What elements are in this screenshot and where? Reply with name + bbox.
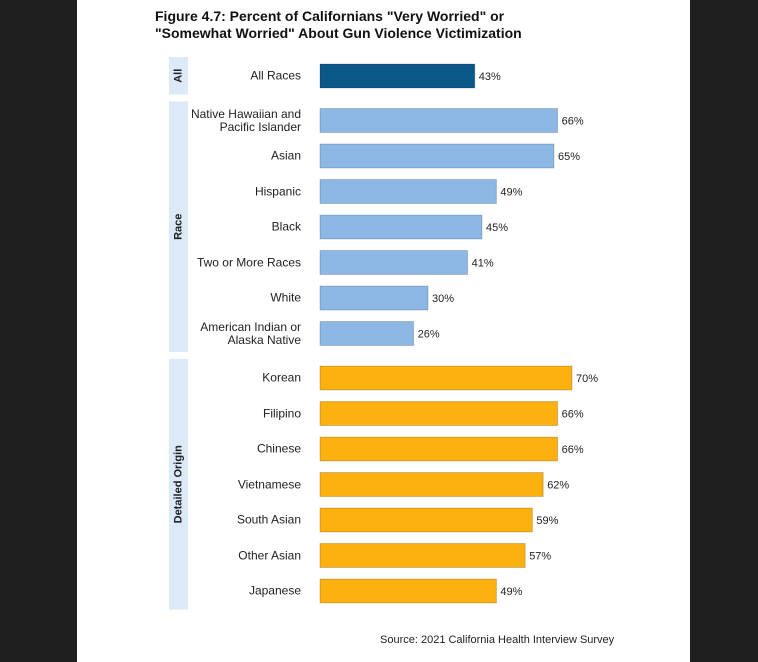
group-label: Detailed Origin: [172, 445, 184, 524]
bar: [319, 507, 533, 533]
category-label: All Races: [250, 68, 301, 83]
bar: [319, 214, 483, 240]
value-label: 66%: [562, 444, 584, 456]
category-label: Two or More Races: [196, 255, 301, 269]
bar: [319, 250, 469, 275]
category-label: Black: [271, 219, 301, 234]
group-label: All: [172, 69, 184, 83]
group-band: [169, 57, 188, 95]
value-label: 65%: [558, 151, 580, 163]
value-label: 43%: [479, 71, 501, 83]
category-label: Filipino: [262, 406, 301, 420]
group-band: [169, 101, 188, 352]
bar: [319, 108, 559, 133]
category-label: Chinese: [256, 441, 301, 456]
bar: [319, 63, 476, 89]
value-label: 70%: [576, 373, 598, 385]
bar: [319, 179, 497, 204]
category-label: Japanese: [248, 583, 301, 598]
category-label: White: [270, 290, 301, 305]
value-label: 57%: [529, 550, 551, 562]
value-label: 41%: [472, 257, 494, 269]
source-note: Source: 2021 California Health Interview…: [380, 634, 615, 646]
value-label: 66%: [562, 115, 584, 127]
value-label: 59%: [536, 515, 558, 527]
category-label: Native Hawaiian and Pacific Islander: [190, 106, 301, 134]
group-label: Race: [172, 214, 184, 240]
value-label: 26%: [418, 328, 440, 340]
bar: [319, 285, 429, 311]
bar: [319, 472, 544, 497]
bar: [319, 143, 555, 169]
value-label: 49%: [500, 586, 522, 598]
category-label: Vietnamese: [237, 477, 301, 491]
chart-title: Figure 4.7: Percent of Californians "Ver…: [155, 8, 522, 41]
bar: [319, 436, 559, 462]
value-label: 49%: [500, 186, 522, 198]
bar: [319, 578, 497, 604]
category-label: Korean: [262, 370, 301, 385]
category-label: Asian: [270, 148, 301, 163]
bar: [319, 365, 573, 391]
category-label: Hispanic: [254, 184, 301, 198]
value-label: 66%: [562, 408, 584, 420]
category-label: Other Asian: [238, 548, 301, 562]
bar: [319, 543, 526, 568]
bar: [319, 321, 415, 346]
category-label: American Indian or Alaska Native: [200, 319, 301, 347]
value-label: 30%: [432, 293, 454, 305]
category-label: South Asian: [236, 512, 301, 527]
bar: [319, 401, 559, 426]
value-label: 62%: [547, 479, 569, 491]
value-label: 45%: [486, 222, 508, 234]
group-band: [169, 359, 188, 610]
